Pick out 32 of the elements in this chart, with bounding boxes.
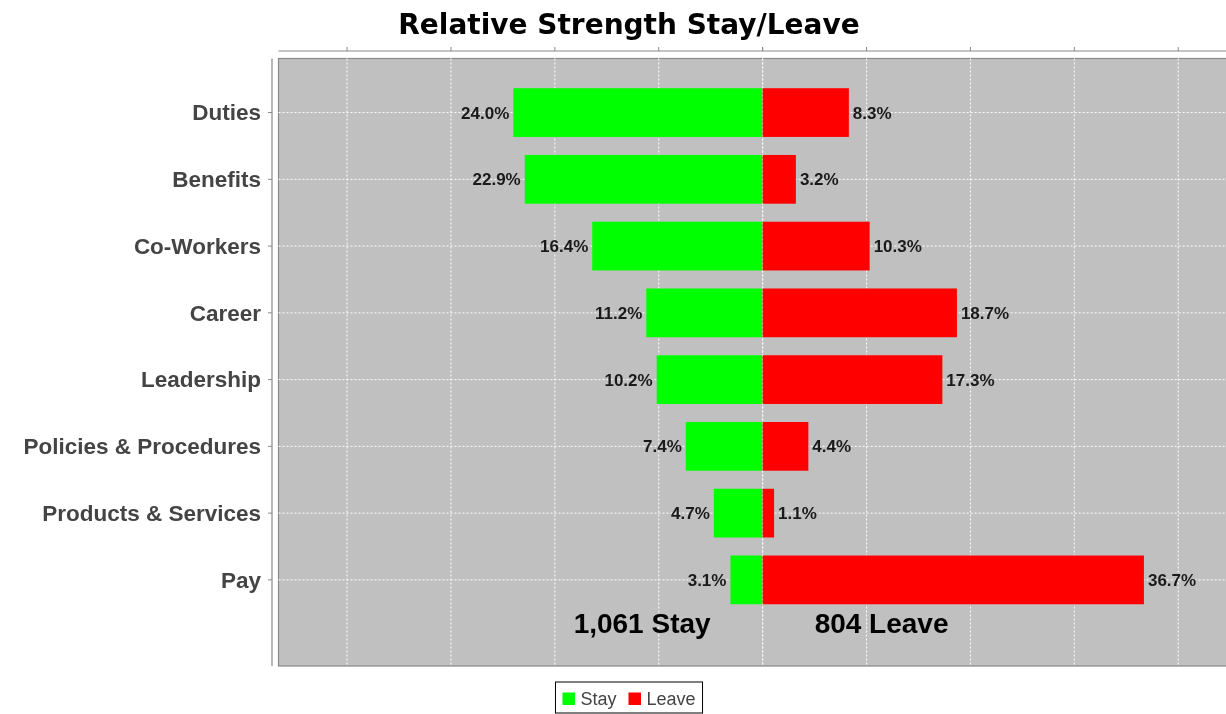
data-label: 11.2%	[595, 303, 643, 323]
data-label: 16.4%	[540, 237, 589, 257]
data-label: 18.7%	[960, 303, 1010, 323]
data-label: 10.2%	[604, 370, 653, 390]
legend-label: Leave	[646, 689, 696, 710]
y-tick-label: Products & Services	[42, 501, 261, 526]
y-tick-label: Career	[189, 300, 262, 326]
data-label: 8.3%	[852, 103, 892, 123]
data-label: 3.2%	[799, 170, 839, 190]
data-label: 36.7%	[1147, 570, 1197, 590]
annotation: 1,061 Stay	[573, 608, 712, 639]
data-label: 22.9%	[472, 170, 521, 190]
y-tick-label: Policies & Procedures	[23, 434, 261, 460]
data-label: 1.1%	[778, 504, 817, 524]
y-tick-label: Benefits	[172, 167, 261, 193]
data-label: 3.1%	[687, 570, 727, 590]
bar	[762, 488, 775, 538]
y-tick-label: Pay	[220, 567, 262, 593]
data-label: 10.3%	[873, 237, 922, 257]
y-tick-label: Leadership	[140, 367, 261, 393]
chart-title: Relative Strength Stay/Leave	[398, 8, 860, 41]
bar	[762, 154, 796, 204]
data-label: 4.4%	[812, 437, 852, 457]
legend-label: Stay	[580, 689, 617, 710]
bar	[730, 555, 763, 605]
y-tick-label: Co-Workers	[133, 233, 261, 259]
annotation: 804 Leave	[814, 608, 949, 639]
data-label: 17.3%	[946, 370, 995, 390]
data-label: 24.0%	[461, 103, 510, 123]
y-tick-label: Duties	[192, 100, 261, 126]
data-label: 4.7%	[671, 504, 710, 524]
data-label: 7.4%	[643, 437, 682, 457]
